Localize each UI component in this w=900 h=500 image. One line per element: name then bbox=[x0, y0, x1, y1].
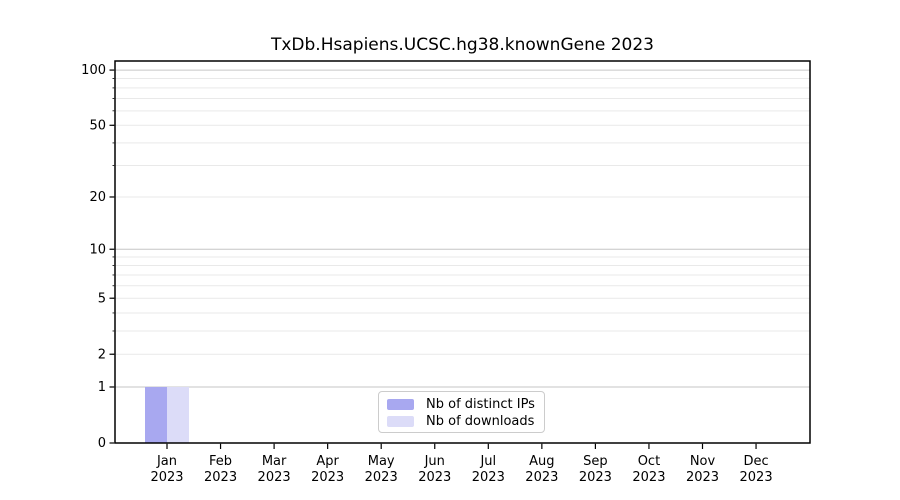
x-tick-label-year: 2023 bbox=[258, 470, 291, 485]
x-tick-label-month: Jun bbox=[424, 454, 445, 469]
x-tick-label-year: 2023 bbox=[525, 470, 558, 485]
x-tick-label-year: 2023 bbox=[740, 470, 773, 485]
x-tick-label-month: Aug bbox=[529, 454, 554, 469]
x-tick-label-month: Jan bbox=[156, 454, 177, 469]
y-tick-label: 5 bbox=[98, 291, 106, 306]
x-tick-label-year: 2023 bbox=[579, 470, 612, 485]
legend-swatch-downloads bbox=[387, 416, 414, 427]
legend-swatch-distinct-ips bbox=[387, 399, 414, 410]
x-tick-label-month: Apr bbox=[316, 454, 339, 469]
y-tick-label: 1 bbox=[98, 380, 106, 395]
x-tick-label-month: Sep bbox=[583, 454, 608, 469]
x-tick-label-year: 2023 bbox=[150, 470, 183, 485]
legend-item-distinct-ips: Nb of distinct IPs bbox=[387, 396, 544, 413]
x-tick-label-month: Nov bbox=[690, 454, 716, 469]
plot-border bbox=[114, 60, 811, 444]
x-tick-label-year: 2023 bbox=[632, 470, 665, 485]
bar-nb-of-downloads-jan-2023 bbox=[167, 386, 189, 443]
chart-title: TxDb.Hsapiens.UCSC.hg38.knownGene 2023 bbox=[270, 35, 654, 55]
x-tick-label-year: 2023 bbox=[311, 470, 344, 485]
x-tick-label-month: Feb bbox=[209, 454, 232, 469]
legend-item-downloads: Nb of downloads bbox=[387, 413, 544, 430]
y-tick-label: 20 bbox=[89, 190, 106, 205]
x-tick-label-year: 2023 bbox=[472, 470, 505, 485]
x-tick-label-year: 2023 bbox=[686, 470, 719, 485]
y-tick-label: 100 bbox=[81, 63, 106, 78]
x-tick-label-month: May bbox=[368, 454, 395, 469]
y-tick-label: 50 bbox=[89, 118, 106, 133]
bar-nb-of-distinct-ips-jan-2023 bbox=[145, 386, 167, 443]
x-tick-label-year: 2023 bbox=[418, 470, 451, 485]
y-tick-label: 2 bbox=[98, 347, 106, 362]
legend: Nb of distinct IPs Nb of downloads bbox=[378, 391, 545, 433]
y-tick-label: 0 bbox=[98, 436, 106, 451]
x-tick-label-month: Dec bbox=[743, 454, 768, 469]
x-tick-label-year: 2023 bbox=[365, 470, 398, 485]
x-tick-label-year: 2023 bbox=[204, 470, 237, 485]
y-tick-label: 10 bbox=[89, 242, 106, 257]
x-tick-label-month: Oct bbox=[638, 454, 660, 469]
legend-label-distinct-ips: Nb of distinct IPs bbox=[426, 397, 535, 412]
legend-label-downloads: Nb of downloads bbox=[426, 414, 535, 429]
x-tick-label-month: Mar bbox=[262, 454, 287, 469]
x-tick-label-month: Jul bbox=[479, 454, 496, 469]
